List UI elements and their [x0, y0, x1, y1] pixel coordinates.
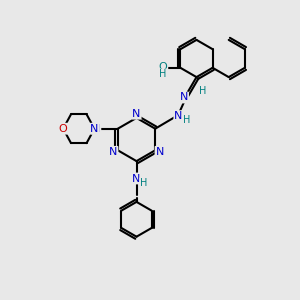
Text: H: H	[183, 115, 190, 125]
Text: O: O	[59, 124, 68, 134]
Text: N: N	[180, 92, 188, 103]
Text: N: N	[90, 124, 99, 134]
Text: N: N	[109, 147, 118, 157]
Text: H: H	[140, 178, 147, 188]
Text: N: N	[132, 109, 141, 119]
Text: H: H	[159, 69, 167, 80]
Text: H: H	[200, 85, 207, 96]
Text: N: N	[132, 173, 141, 184]
Text: N: N	[92, 124, 100, 134]
Text: O: O	[159, 61, 167, 72]
Text: N: N	[174, 111, 183, 121]
Text: N: N	[155, 147, 164, 157]
